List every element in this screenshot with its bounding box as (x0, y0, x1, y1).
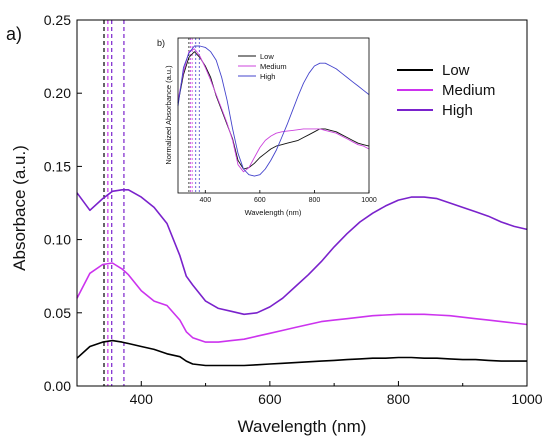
inset-legend-label: Medium (260, 62, 287, 71)
main-legend: Low Medium High (397, 62, 495, 119)
main-y-tick-label: 0.20 (44, 85, 71, 101)
main-series-line (76, 262, 528, 343)
main-plot-frame (76, 19, 528, 387)
main-legend-label: Low (442, 62, 470, 79)
inset-y-axis-label: Normalized Absorbance (a.u.) (164, 65, 173, 165)
inset-series-line (177, 51, 370, 170)
main-series-group (76, 189, 528, 367)
inset-x-tick-label: 800 (309, 197, 321, 204)
main-panel-label: a) (6, 24, 22, 44)
inset-axes: 400 600 800 1000 (177, 37, 377, 204)
main-y-tick-label: 0.10 (44, 232, 71, 248)
inset-chart: b) Normalized Absorbance (a.u.) Waveleng… (157, 37, 377, 217)
inset-series-line (177, 45, 370, 177)
inset-series-group (177, 45, 370, 177)
main-reference-lines (103, 20, 125, 386)
inset-x-tick-label: 1000 (361, 197, 377, 204)
main-legend-label: Medium (442, 82, 495, 99)
inset-background (178, 38, 369, 193)
main-y-axis-label: Absorbace (a.u.) (10, 145, 29, 271)
main-series-line (76, 339, 527, 367)
inset-x-axis-label: Wavelength (nm) (245, 208, 302, 217)
main-x-tick-label: 1000 (511, 391, 542, 407)
inset-plot-frame (177, 37, 370, 194)
main-y-tick-label: 0.25 (44, 12, 71, 28)
inset-series-line (177, 48, 370, 173)
main-legend-label: High (442, 102, 473, 119)
main-x-tick-label: 800 (387, 391, 411, 407)
inset-legend-label: High (260, 72, 275, 81)
main-y-tick-label: 0.15 (44, 158, 71, 174)
main-x-axis-label: Wavelength (nm) (238, 417, 367, 436)
main-x-tick-label: 400 (130, 391, 154, 407)
inset-x-tick-label: 600 (254, 197, 266, 204)
main-x-tick-label: 600 (258, 391, 282, 407)
main-axes: 400 600 800 1000 0.00 0.05 0.10 0.15 0.20 0.25 (44, 12, 543, 407)
inset-x-tick-label: 400 (199, 197, 211, 204)
main-series-line (76, 189, 528, 316)
inset-panel-label: b) (157, 38, 165, 48)
main-y-tick-label: 0.00 (44, 378, 71, 394)
main-y-tick-label: 0.05 (44, 305, 71, 321)
inset-reference-lines (188, 38, 200, 193)
inset-legend-label: Low (260, 52, 274, 61)
